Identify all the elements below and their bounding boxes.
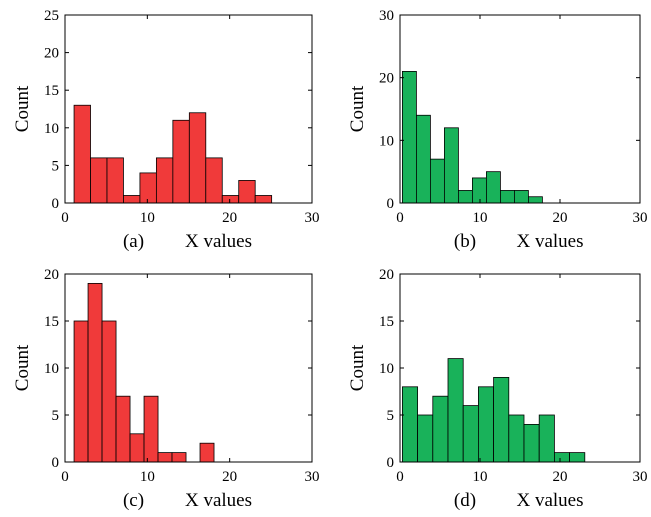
bar (401, 386, 418, 463)
x-tick-label: 0 (396, 210, 404, 226)
bar (462, 405, 479, 463)
y-tick-label: 10 (379, 133, 394, 149)
y-axis-label: Count (12, 85, 33, 132)
bar (443, 127, 459, 204)
bar (123, 195, 141, 204)
bar (73, 104, 91, 204)
x-tick-label: 10 (473, 469, 488, 485)
x-tick-label: 20 (222, 210, 237, 226)
bar (485, 171, 501, 204)
y-axis-label: Count (347, 344, 368, 391)
bar (87, 282, 103, 463)
y-tick-label: 15 (44, 83, 59, 99)
x-tick-label: 0 (396, 469, 404, 485)
x-tick-label: 30 (633, 210, 648, 226)
y-axis-label: Count (347, 85, 368, 132)
y-tick-label: 0 (52, 196, 60, 212)
bar (157, 452, 173, 463)
bar (471, 177, 487, 204)
x-axis-label: X values (185, 231, 252, 252)
caption: (a) (123, 231, 144, 252)
bar (172, 119, 190, 204)
bar (101, 320, 117, 463)
bar (205, 157, 223, 204)
caption: (d) (454, 490, 476, 511)
bar (415, 114, 431, 204)
x-tick-label: 0 (61, 469, 69, 485)
y-tick-label: 15 (379, 314, 394, 330)
x-tick-label: 20 (553, 469, 568, 485)
bar (139, 172, 157, 204)
bar (528, 196, 543, 204)
y-tick-label: 5 (52, 158, 60, 174)
y-tick-label: 30 (379, 8, 394, 24)
bar (447, 358, 464, 463)
y-tick-label: 10 (379, 361, 394, 377)
y-tick-label: 5 (52, 408, 60, 424)
x-tick-label: 30 (305, 469, 320, 485)
y-tick-label: 20 (44, 46, 59, 62)
y-tick-label: 25 (44, 8, 59, 24)
x-tick-label: 30 (305, 210, 320, 226)
bar (523, 423, 540, 463)
bar (477, 386, 494, 463)
x-tick-label: 10 (140, 469, 155, 485)
axes-frame (399, 14, 641, 204)
caption: (b) (454, 231, 476, 252)
y-tick-label: 10 (44, 121, 59, 137)
bar (432, 395, 449, 463)
x-axis-label: X values (185, 490, 252, 511)
y-axis-label: Count (12, 344, 33, 391)
y-tick-label: 0 (387, 455, 395, 471)
bar (554, 452, 571, 463)
bar (493, 376, 510, 463)
bar (238, 180, 256, 204)
y-tick-label: 0 (387, 196, 395, 212)
y-tick-label: 20 (44, 267, 59, 283)
bar (199, 442, 215, 463)
bar (538, 414, 555, 463)
y-tick-label: 20 (379, 267, 394, 283)
caption: (c) (123, 490, 144, 511)
bar (188, 112, 207, 204)
y-tick-label: 20 (379, 71, 394, 87)
axes-frame (64, 14, 313, 204)
y-tick-label: 5 (387, 408, 395, 424)
bar (499, 190, 515, 204)
bar (143, 395, 159, 463)
bar (221, 195, 240, 204)
bar (457, 190, 473, 204)
bar (155, 157, 174, 204)
x-tick-label: 0 (61, 210, 69, 226)
bar (171, 452, 187, 463)
bar (106, 157, 124, 204)
y-tick-label: 15 (44, 314, 59, 330)
x-tick-label: 30 (633, 469, 648, 485)
x-tick-label: 20 (553, 210, 568, 226)
x-tick-label: 10 (473, 210, 488, 226)
y-tick-label: 10 (44, 361, 59, 377)
bar (90, 157, 108, 204)
x-tick-label: 10 (140, 210, 155, 226)
bar (417, 414, 434, 463)
bar (569, 452, 586, 463)
bar (508, 414, 525, 463)
x-axis-label: X values (516, 490, 583, 511)
bar (514, 190, 529, 204)
bar (73, 320, 89, 463)
x-tick-label: 20 (222, 469, 237, 485)
bar (129, 433, 145, 463)
bar (115, 395, 131, 463)
y-tick-label: 0 (52, 455, 60, 471)
bar (429, 158, 445, 204)
x-axis-label: X values (516, 231, 583, 252)
bar (401, 71, 417, 204)
bar (254, 195, 273, 204)
